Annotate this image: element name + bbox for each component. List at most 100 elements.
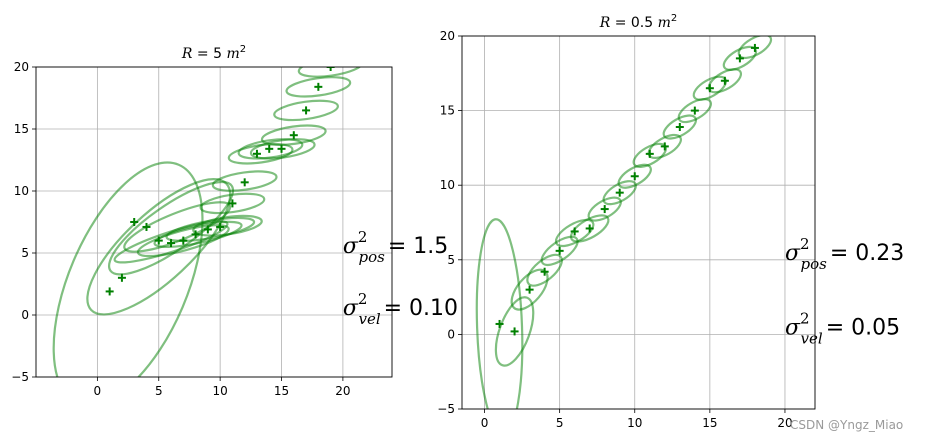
annotation-sup: 2 bbox=[358, 228, 368, 246]
watermark: CSDN @Yngz_Miao bbox=[790, 418, 903, 432]
x-tick-label: 0 bbox=[94, 384, 102, 398]
covariance-ellipse bbox=[273, 99, 339, 122]
title-var: R bbox=[599, 15, 611, 31]
annotation-symbol: σ bbox=[343, 234, 359, 259]
covariance-ellipse bbox=[136, 224, 230, 258]
x-tick-label: 10 bbox=[212, 384, 227, 398]
covariance-ellipse bbox=[123, 201, 232, 253]
title-eq: = 0.5 bbox=[610, 15, 657, 31]
covariance-ellipse bbox=[249, 138, 316, 160]
data-point bbox=[179, 236, 188, 245]
variance-annotation: σ2 pos = 1.5 bbox=[343, 228, 448, 266]
annotation-sub: vel bbox=[801, 329, 823, 347]
data-point bbox=[750, 43, 759, 52]
covariance-ellipse bbox=[211, 170, 278, 192]
x-tick-label: 20 bbox=[335, 384, 350, 398]
covariance-ellipse bbox=[662, 114, 698, 140]
annotation-sub: pos bbox=[358, 248, 385, 266]
annotation-value: = 0.05 bbox=[826, 315, 900, 340]
data-point bbox=[326, 67, 335, 71]
covariance-ellipse bbox=[192, 214, 263, 237]
position-markers bbox=[105, 67, 335, 296]
data-point bbox=[154, 236, 163, 245]
data-point bbox=[228, 199, 237, 208]
x-tick-label: 5 bbox=[155, 384, 163, 398]
covariance-ellipse bbox=[475, 218, 524, 409]
data-point bbox=[705, 84, 714, 93]
y-tick-label: −5 bbox=[437, 402, 455, 416]
y-tick-label: 5 bbox=[447, 253, 455, 267]
x-tick-label: 0 bbox=[481, 416, 489, 430]
data-point bbox=[216, 222, 225, 231]
annotation-sup: 2 bbox=[800, 235, 810, 253]
covariance-ellipse bbox=[297, 67, 364, 78]
data-point bbox=[314, 82, 323, 91]
data-point bbox=[585, 224, 594, 233]
data-point bbox=[645, 149, 654, 158]
covariance-ellipses bbox=[475, 36, 773, 409]
covariance-ellipses bbox=[52, 67, 364, 377]
data-point bbox=[105, 287, 114, 296]
covariance-ellipse bbox=[52, 161, 204, 377]
data-point bbox=[191, 230, 200, 239]
annotation-symbol: σ bbox=[343, 296, 359, 321]
covariance-ellipse bbox=[285, 76, 352, 98]
chart-title: R = 0.5 m2 bbox=[599, 13, 678, 31]
data-point bbox=[615, 188, 624, 197]
data-point bbox=[675, 123, 684, 132]
title-exp: 2 bbox=[240, 44, 246, 55]
position-markers bbox=[495, 43, 759, 336]
covariance-ellipse bbox=[199, 192, 266, 215]
x-tick-label: 15 bbox=[702, 416, 717, 430]
y-tick-label: 0 bbox=[21, 308, 29, 322]
data-point bbox=[240, 178, 249, 187]
variance-annotation: σ2 vel = 0.05 bbox=[785, 309, 900, 347]
covariance-ellipse bbox=[587, 196, 622, 222]
data-point bbox=[735, 54, 744, 63]
y-tick-label: 0 bbox=[447, 327, 455, 341]
title-exp: 2 bbox=[671, 13, 677, 24]
y-tick-label: 10 bbox=[440, 178, 455, 192]
axes-frame bbox=[35, 66, 393, 378]
covariance-ellipse bbox=[113, 220, 229, 264]
y-tick-label: 5 bbox=[21, 246, 29, 260]
covariance-ellipse bbox=[526, 253, 563, 287]
data-point bbox=[690, 106, 699, 115]
annotation-value: = 0.10 bbox=[384, 296, 458, 321]
data-point bbox=[167, 239, 176, 248]
covariance-ellipse bbox=[602, 180, 637, 206]
x-tick-label: 5 bbox=[556, 416, 564, 430]
data-point bbox=[203, 225, 212, 234]
data-point bbox=[142, 222, 151, 231]
data-point bbox=[630, 172, 639, 181]
data-point bbox=[117, 273, 126, 282]
x-tick-label: 15 bbox=[274, 384, 289, 398]
covariance-ellipse bbox=[260, 124, 327, 146]
variance-annotation: σ2 vel = 0.10 bbox=[343, 290, 458, 328]
y-tick-label: 15 bbox=[440, 104, 455, 118]
axes-frame bbox=[461, 35, 816, 410]
covariance-ellipse bbox=[540, 235, 579, 267]
x-tick-label: 20 bbox=[777, 416, 792, 430]
data-point bbox=[555, 246, 564, 255]
data-point bbox=[289, 131, 298, 140]
data-point bbox=[265, 144, 274, 153]
data-point bbox=[660, 142, 669, 151]
title-unit: m bbox=[658, 15, 671, 31]
covariance-ellipse bbox=[617, 163, 652, 189]
data-point bbox=[277, 144, 286, 153]
y-tick-label: 20 bbox=[440, 29, 455, 43]
variance-annotation: σ2 pos = 0.23 bbox=[785, 235, 904, 273]
annotation-symbol: σ bbox=[785, 315, 801, 340]
chart-title: R = 5 m2 bbox=[181, 44, 246, 62]
data-point bbox=[130, 218, 139, 226]
data-point bbox=[525, 285, 534, 294]
annotation-value: = 1.5 bbox=[388, 234, 448, 259]
covariance-ellipse bbox=[677, 98, 713, 124]
title-unit: m bbox=[226, 46, 239, 62]
y-tick-label: 20 bbox=[14, 60, 29, 74]
data-point bbox=[570, 227, 579, 236]
data-point bbox=[495, 319, 504, 328]
